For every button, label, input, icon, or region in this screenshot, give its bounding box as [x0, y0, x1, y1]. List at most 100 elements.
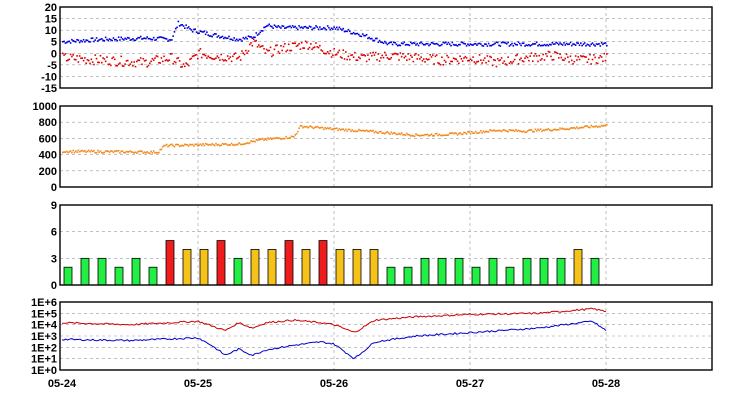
- data-point: [406, 132, 408, 135]
- data-point: [473, 61, 476, 63]
- data-point: [332, 54, 334, 57]
- data-point: [521, 42, 524, 45]
- data-point: [559, 42, 561, 44]
- data-point: [325, 127, 328, 130]
- data-point: [548, 51, 551, 53]
- data-point: [67, 59, 69, 61]
- data-point: [145, 37, 147, 40]
- data-point: [544, 44, 547, 47]
- data-point: [590, 124, 593, 127]
- data-point: [304, 40, 307, 43]
- data-point: [89, 62, 91, 65]
- data-point: [78, 55, 81, 57]
- data-point: [258, 138, 260, 141]
- data-point: [324, 126, 326, 129]
- data-point: [203, 144, 206, 147]
- data-point: [409, 54, 412, 57]
- data-point: [464, 131, 467, 134]
- data-point: [473, 132, 476, 134]
- data-point: [263, 26, 265, 29]
- data-point: [457, 43, 460, 46]
- data-point: [442, 64, 445, 66]
- data-point: [530, 44, 533, 46]
- data-point: [263, 47, 265, 50]
- data-point: [299, 26, 302, 29]
- data-point: [598, 43, 600, 45]
- data-point: [278, 52, 281, 55]
- data-point: [194, 54, 197, 56]
- data-point: [457, 132, 460, 135]
- data-point: [535, 130, 538, 132]
- data-point: [565, 128, 568, 130]
- data-point: [356, 32, 359, 35]
- data-point: [416, 134, 419, 136]
- data-point: [237, 39, 239, 42]
- data-point: [111, 150, 113, 152]
- data-point: [590, 43, 593, 46]
- data-point: [529, 55, 531, 57]
- data-point: [237, 56, 239, 59]
- data-point: [533, 43, 535, 45]
- data-point: [499, 45, 502, 47]
- data-point: [600, 42, 603, 44]
- data-point: [134, 151, 137, 153]
- data-point: [174, 27, 177, 30]
- data-point: [245, 36, 247, 39]
- data-point: [411, 42, 413, 45]
- data-point: [228, 144, 230, 146]
- data-point: [352, 56, 355, 58]
- data-point: [233, 37, 235, 39]
- bar-14: [301, 249, 311, 286]
- data-point: [84, 41, 86, 43]
- data-point: [187, 145, 190, 147]
- data-point: [74, 150, 77, 152]
- data-point: [376, 131, 378, 134]
- data-point: [298, 42, 300, 45]
- data-point: [151, 38, 154, 41]
- data-point: [337, 51, 339, 54]
- data-point: [222, 143, 225, 145]
- data-point: [210, 57, 212, 59]
- data-point: [129, 39, 132, 41]
- data-point: [339, 56, 342, 58]
- data-point: [168, 144, 171, 147]
- data-point: [561, 59, 564, 61]
- data-point: [538, 129, 541, 132]
- data-point: [138, 59, 141, 62]
- data-point: [347, 55, 350, 58]
- data-point: [271, 138, 273, 141]
- data-point: [258, 33, 260, 35]
- data-point: [578, 127, 581, 129]
- data-point: [425, 58, 428, 60]
- data-point: [419, 42, 421, 44]
- data-point: [319, 44, 321, 47]
- data-point: [487, 60, 490, 62]
- data-point: [528, 129, 530, 131]
- data-point: [328, 26, 330, 29]
- data-point: [430, 133, 433, 136]
- data-point: [541, 44, 543, 47]
- data-point: [142, 57, 145, 60]
- data-point: [332, 28, 334, 30]
- data-point: [520, 130, 522, 133]
- data-point: [258, 44, 260, 46]
- data-point: [572, 127, 574, 129]
- data-point: [312, 27, 315, 30]
- data-point: [145, 152, 147, 154]
- data-point: [84, 149, 86, 152]
- data-point: [225, 59, 228, 62]
- data-point: [367, 37, 369, 40]
- data-point: [398, 132, 400, 135]
- data-point: [358, 33, 360, 36]
- data-point: [81, 57, 84, 59]
- data-point: [136, 38, 138, 40]
- data-point: [573, 43, 576, 46]
- data-point: [165, 38, 168, 40]
- data-point: [259, 138, 261, 141]
- data-point: [252, 140, 255, 143]
- data-point: [325, 52, 328, 55]
- data-point: [265, 48, 268, 51]
- data-point: [302, 27, 304, 30]
- data-point: [526, 130, 529, 132]
- data-point: [587, 44, 590, 46]
